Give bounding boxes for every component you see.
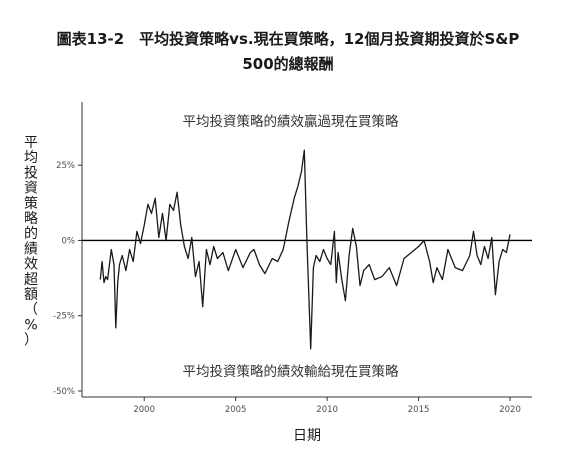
x-axis-ticks: 2000 2005 2010 2015 2020 <box>133 397 521 415</box>
y-axis-ticks: 25% 0% -25% -50% <box>53 161 82 397</box>
x-tick-label: 2005 <box>225 405 247 415</box>
y-tick-label: 0% <box>62 236 76 246</box>
x-tick-label: 2000 <box>133 405 155 415</box>
x-axis-label: 日期 <box>293 428 321 444</box>
x-tick-label: 2015 <box>408 405 430 415</box>
annotation-text: 平均投資策略的績效贏過現在買策略 <box>183 113 399 130</box>
chart-title-line-1: 圖表13-2 平均投資策略vs.現在買策略，12個月投資期投資於S&P <box>56 30 520 48</box>
chart-title-line-2: 500的總報酬 <box>242 55 334 73</box>
x-tick-label: 2020 <box>499 405 521 415</box>
y-axis-label: 平均投資策略的績效超額（%） <box>24 135 38 349</box>
annotation-text: 平均投資策略的績效輸給現在買策略 <box>183 363 399 380</box>
y-tick-label: 25% <box>56 161 75 171</box>
y-tick-label: -25% <box>53 312 75 322</box>
y-tick-label: -50% <box>53 387 75 397</box>
series-line <box>99 149 511 350</box>
x-tick-label: 2010 <box>316 405 338 415</box>
series-group <box>99 149 511 350</box>
